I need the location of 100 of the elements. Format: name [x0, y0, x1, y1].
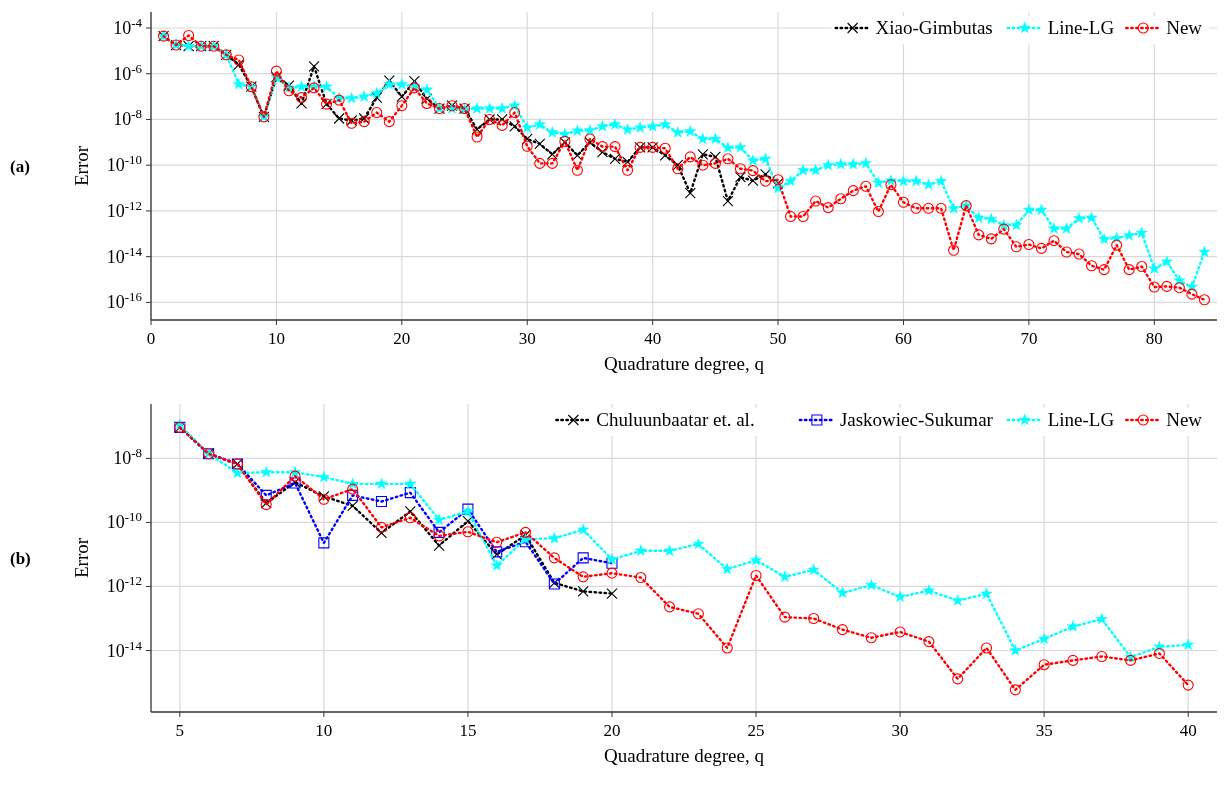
point: [692, 537, 705, 550]
point: [779, 611, 791, 623]
y-tick-label: 10$^{-12}$: [106, 572, 142, 597]
point: [375, 527, 388, 539]
point: [672, 159, 684, 171]
y-tick-label: 10$^{-10}$: [106, 508, 142, 533]
point: [577, 585, 589, 597]
point: [577, 571, 589, 583]
point: [836, 586, 849, 598]
y-tick-label: 10$^{-4}$: [113, 14, 143, 38]
point: [721, 642, 733, 654]
point: [894, 590, 906, 603]
y-tick-label: 10$^{-14}$: [106, 637, 143, 661]
point: [1067, 620, 1079, 632]
point: [231, 466, 244, 479]
point: [1182, 638, 1195, 650]
point: [289, 470, 301, 482]
point: [1096, 650, 1108, 663]
point: [622, 156, 634, 168]
point: [663, 544, 676, 556]
point: [333, 112, 345, 125]
point: [577, 552, 589, 564]
point: [295, 97, 308, 110]
point: [375, 521, 388, 533]
legend-label: Line-LG: [1047, 17, 1115, 38]
x-tick-label: 10: [267, 329, 285, 348]
y-axis-title: Error: [71, 145, 92, 187]
x-tick-label: 50: [769, 329, 787, 348]
y-axis-title: Error: [71, 537, 92, 579]
point: [1009, 684, 1021, 696]
x-tick-label: 15: [459, 721, 477, 740]
point: [606, 567, 618, 579]
point: [807, 563, 820, 575]
point: [980, 587, 993, 599]
point: [734, 171, 746, 183]
x-tick-label: 25: [747, 721, 765, 740]
y-tick-label: 10$^{-16}$: [106, 288, 143, 313]
point: [347, 489, 359, 501]
point: [404, 477, 417, 489]
x-tick-label: 30: [891, 721, 909, 740]
x-axis-title: Quadrature degree, q: [604, 353, 765, 374]
point: [490, 559, 503, 571]
x-tick-label: 20: [603, 721, 621, 740]
point: [1038, 632, 1051, 644]
legend-label: Chuluunbaatar et. al.: [596, 409, 755, 430]
point: [606, 557, 618, 569]
point: [375, 477, 388, 489]
point: [664, 601, 676, 613]
point: [1125, 654, 1137, 666]
point: [1009, 644, 1022, 656]
legend-label: New: [1166, 409, 1203, 430]
point: [951, 594, 964, 606]
point: [1153, 647, 1165, 659]
point: [318, 537, 330, 549]
legend-label: New: [1166, 17, 1203, 38]
point: [1067, 654, 1079, 666]
point: [980, 642, 993, 654]
point: [347, 500, 359, 512]
x-tick-label: 60: [894, 329, 912, 348]
point: [358, 112, 370, 125]
y-tick-label: 10$^{-6}$: [113, 60, 143, 84]
point: [659, 149, 671, 161]
point: [684, 187, 696, 199]
point: [577, 523, 590, 535]
legend-label: Line-LG: [1047, 409, 1115, 430]
point: [433, 539, 445, 552]
x-tick-label: 20: [393, 329, 411, 348]
legend-label: Jaskowiec-Sukumar: [839, 409, 994, 430]
x-tick-label: 70: [1020, 329, 1038, 348]
point: [421, 93, 433, 105]
point: [433, 530, 445, 542]
point: [260, 466, 273, 478]
point: [1038, 659, 1050, 671]
point: [548, 552, 560, 564]
point: [865, 578, 878, 591]
point: [233, 59, 245, 71]
point: [635, 571, 647, 584]
x-tick-label: 0: [146, 329, 156, 348]
point: [808, 612, 820, 625]
point: [1182, 679, 1194, 691]
point: [697, 148, 709, 160]
point: [347, 483, 359, 495]
point: [722, 195, 734, 207]
y-tick-label: 10$^{-14}$: [106, 243, 143, 267]
x-tick-label: 30: [518, 329, 536, 348]
y-tick-label: 10$^{-8}$: [113, 444, 142, 469]
point: [396, 91, 408, 103]
point: [404, 487, 416, 499]
point: [462, 526, 474, 538]
text: (a): [10, 157, 30, 176]
point: [606, 588, 618, 600]
point: [534, 138, 546, 150]
point: [1095, 613, 1108, 625]
x-tick-label: 80: [1145, 329, 1163, 348]
y-tick-label: 10$^{-8}$: [113, 105, 142, 130]
point: [709, 151, 721, 163]
point: [404, 505, 416, 518]
point: [491, 536, 503, 548]
point: [721, 562, 734, 575]
point: [750, 569, 762, 582]
